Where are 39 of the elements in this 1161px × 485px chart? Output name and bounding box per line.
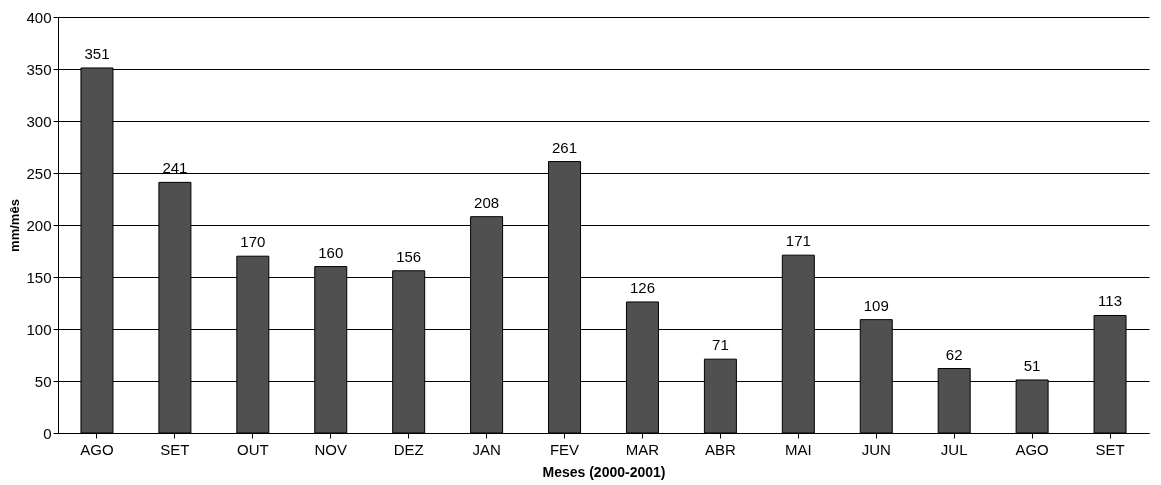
y-tick-label: 200	[26, 216, 52, 234]
x-tick-label: FEV	[549, 440, 580, 458]
x-tick-label: DEZ	[393, 440, 424, 458]
x-tick-label: OUT	[236, 440, 269, 458]
data-label: 351	[84, 44, 110, 62]
x-tick-label: ABR	[704, 440, 736, 458]
y-tick-label: 300	[26, 112, 52, 130]
data-label: 71	[712, 336, 729, 354]
y-tick-label: 50	[34, 372, 52, 390]
y-tick-label: 150	[26, 268, 52, 286]
data-label: 208	[474, 193, 500, 211]
x-tick-label: SET	[160, 440, 190, 458]
data-label: 126	[629, 278, 655, 296]
y-tick-label: 250	[26, 164, 52, 182]
data-label: 241	[162, 159, 188, 177]
data-label: 160	[318, 243, 344, 261]
data-label: 156	[396, 247, 422, 265]
data-label: 113	[1098, 292, 1122, 310]
y-tick-label: 0	[43, 424, 52, 442]
y-tick-label: 400	[26, 8, 52, 26]
data-label: 109	[863, 296, 889, 314]
x-tick-label: MAR	[625, 440, 660, 458]
x-tick-label: SET	[1095, 440, 1125, 458]
x-tick-label: JUL	[940, 440, 968, 458]
x-tick-label: AGO	[80, 440, 114, 458]
x-tick-label: JAN	[472, 440, 501, 458]
data-label: 261	[552, 138, 578, 156]
y-tick-label: 100	[26, 320, 52, 338]
x-tick-label: MAI	[784, 440, 812, 458]
data-label: 62	[945, 345, 963, 363]
data-label: 51	[1023, 356, 1041, 374]
y-axis-title: mm/mês	[7, 199, 23, 252]
data-label: 171	[785, 232, 811, 250]
y-tick-label: 350	[26, 60, 52, 78]
x-tick-label: NOV	[314, 440, 348, 458]
x-axis-title: Meses (2000-2001)	[542, 463, 666, 480]
data-label: 170	[240, 233, 266, 251]
x-tick-label: AGO	[1015, 440, 1049, 458]
x-tick-label: JUN	[861, 440, 891, 458]
